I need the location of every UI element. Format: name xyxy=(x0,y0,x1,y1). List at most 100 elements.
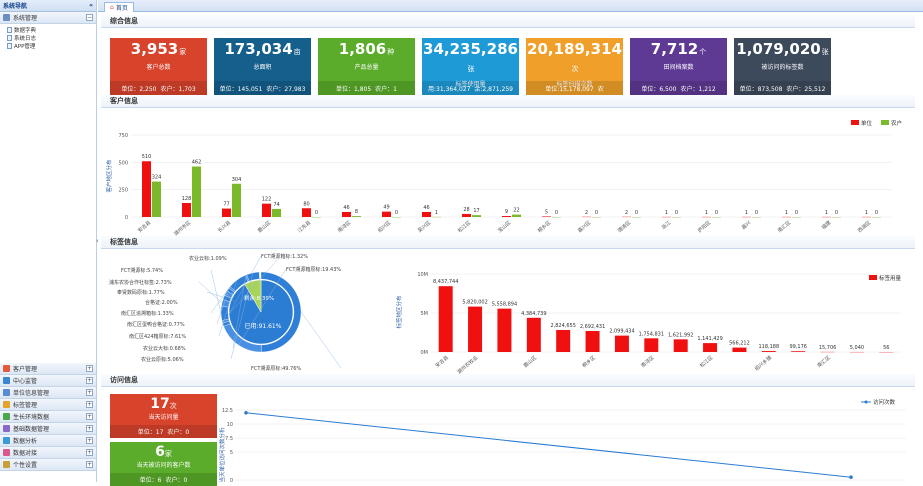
data-label: 8 xyxy=(355,209,358,215)
data-label: 5,820,002 xyxy=(462,300,487,306)
y-tick-label: 0M xyxy=(421,350,429,356)
file-icon xyxy=(7,43,12,49)
sidebar-group-label: 个性设置 xyxy=(13,460,37,469)
sidebar-collapse-arrow-icon[interactable]: ‹ xyxy=(96,237,99,245)
bar xyxy=(472,215,481,217)
data-label: 99,176 xyxy=(789,344,807,350)
x-tick-label: 湖州市区 xyxy=(172,219,192,237)
sidebar-group-4[interactable]: 生长环境数据+ xyxy=(0,411,96,423)
data-label: 4,384,739 xyxy=(521,311,546,317)
data-label: 0 xyxy=(715,210,718,216)
data-label: 2,099,434 xyxy=(609,329,634,335)
section-overview-title: 综合信息 xyxy=(101,15,915,28)
data-label: 0 xyxy=(875,210,878,216)
sidebar-group-3[interactable]: 标签管理+ xyxy=(0,399,96,411)
data-label: 1,141,429 xyxy=(697,336,722,342)
data-label: 49 xyxy=(383,205,389,211)
card-label: 总面积 xyxy=(214,62,311,71)
data-label: 22 xyxy=(513,208,519,214)
collapse-icon[interactable]: − xyxy=(86,14,93,21)
group-icon xyxy=(3,461,10,468)
data-label: 566,212 xyxy=(729,341,750,347)
x-tick-label: 嘉兴 xyxy=(740,219,752,231)
y-tick-label: 10M xyxy=(417,272,428,278)
pie-outer-label: 奉贤数码原标:1.77% xyxy=(117,289,165,296)
sidebar-header: 系统导航« xyxy=(0,0,96,12)
sidebar-group-system[interactable]: 系统管理− xyxy=(0,12,96,24)
card-value: 20,189,314次 xyxy=(526,41,623,78)
tree-item-app[interactable]: APP管理 xyxy=(7,42,96,50)
bar xyxy=(262,204,271,217)
expand-icon[interactable]: + xyxy=(86,425,93,432)
bar xyxy=(586,331,600,352)
x-tick-label: 宝山区 xyxy=(496,219,512,234)
x-tick-label: 南浔区 xyxy=(640,354,656,369)
tree-item-label: 数据字典 xyxy=(14,26,36,34)
data-label: 1 xyxy=(745,210,748,216)
section-visit-title: 访问信息 xyxy=(101,374,915,387)
pie-outer-label: 农业云原标:5.06% xyxy=(141,356,184,363)
bar xyxy=(791,351,805,352)
expand-icon[interactable]: + xyxy=(86,413,93,420)
pie-leader xyxy=(301,312,341,368)
data-label: 0 xyxy=(635,210,638,216)
data-point xyxy=(849,475,853,479)
expand-icon[interactable]: + xyxy=(86,389,93,396)
bar xyxy=(382,212,391,217)
bar xyxy=(152,182,161,217)
sidebar-group-5[interactable]: 基础数据管理+ xyxy=(0,423,96,435)
expand-icon[interactable]: + xyxy=(86,437,93,444)
bar xyxy=(502,216,511,217)
data-label: 122 xyxy=(262,197,272,203)
sidebar-group-1[interactable]: 中心监管+ xyxy=(0,375,96,387)
bar xyxy=(644,338,658,352)
sidebar-group-label: 客户管理 xyxy=(13,364,37,373)
sidebar-tree: 数据字典 系统日志 APP管理 xyxy=(0,24,96,50)
sidebar-group-7[interactable]: 数据对接+ xyxy=(0,447,96,459)
bar xyxy=(703,343,717,352)
pie-outer-slice xyxy=(247,272,260,281)
customer-bar-chart: 0250500750客户地区分布510324安吉县128462湖州市区77304… xyxy=(101,111,913,239)
pie-leader xyxy=(199,282,222,303)
y-tick-label: 12.5 xyxy=(222,408,233,414)
sidebar-group-8[interactable]: 个性设置 + xyxy=(0,459,96,471)
tree-item-dict[interactable]: 数据字典 xyxy=(7,26,96,34)
tree-item-log[interactable]: 系统日志 xyxy=(7,34,96,42)
y-tick-label: 0 xyxy=(125,215,128,221)
card-value: 3,953家 xyxy=(110,41,207,61)
x-tick-label: 南汇区 xyxy=(776,219,792,234)
expand-icon[interactable]: + xyxy=(86,377,93,384)
data-label: 1 xyxy=(705,210,708,216)
section-label-title: 标签信息 xyxy=(101,236,915,249)
expand-icon[interactable]: + xyxy=(86,461,93,468)
collapse-sidebar-icon[interactable]: « xyxy=(89,2,93,9)
expand-icon[interactable]: + xyxy=(86,365,93,372)
data-label: 304 xyxy=(232,177,242,183)
group-icon xyxy=(3,449,10,456)
sidebar-group-0[interactable]: 客户管理 + xyxy=(0,363,96,375)
data-label: 5,040 xyxy=(850,345,864,351)
tree-item-label: APP管理 xyxy=(14,42,35,50)
tab-label: 首页 xyxy=(116,3,128,12)
tab-home[interactable]: ⌂首页 xyxy=(104,2,134,12)
expand-icon[interactable]: + xyxy=(86,449,93,456)
data-label: 510 xyxy=(142,154,152,160)
sidebar-group-2[interactable]: 单位信息管理+ xyxy=(0,387,96,399)
sidebar-group-6[interactable]: 数据分析+ xyxy=(0,435,96,447)
card-value: 173,034亩 xyxy=(214,41,311,61)
expand-icon[interactable]: + xyxy=(86,401,93,408)
card-label: 客户总数 xyxy=(110,62,207,71)
x-tick-label: 鹿山区 xyxy=(522,354,538,369)
group-icon xyxy=(3,437,10,444)
